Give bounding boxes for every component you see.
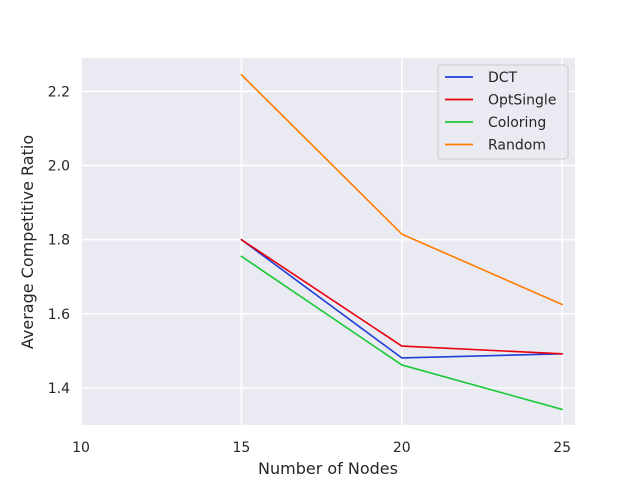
- y-tick-label: 1.6: [48, 307, 70, 323]
- x-axis-label: Number of Nodes: [258, 459, 398, 478]
- legend: DCT OptSingle Coloring Random: [437, 64, 569, 160]
- y-tick-label: 2.0: [48, 159, 70, 175]
- y-axis-label: Average Competitive Ratio: [18, 135, 37, 349]
- series-line-dct: [240, 238, 563, 359]
- series-line-random: [240, 73, 563, 306]
- legend-box: [437, 64, 569, 160]
- legend-label-optsingle: OptSingle: [488, 93, 556, 109]
- x-tick-label: 15: [232, 440, 250, 456]
- x-tick-label: 20: [393, 440, 411, 456]
- x-tick-label: 25: [553, 440, 571, 456]
- legend-label-random: Random: [488, 138, 546, 154]
- y-tick-label: 1.8: [48, 233, 70, 249]
- series-line-optsingle: [240, 238, 563, 355]
- x-tick-labels: 10 15 20 25: [72, 440, 571, 456]
- y-tick-labels: 1.4 1.6 1.8 2.0 2.2: [48, 84, 70, 397]
- series-lines: [240, 73, 563, 411]
- series-line-coloring: [240, 255, 563, 411]
- legend-label-coloring: Coloring: [488, 115, 546, 131]
- y-tick-label: 2.2: [48, 84, 70, 100]
- legend-label-dct: DCT: [488, 70, 518, 86]
- y-tick-label: 1.4: [48, 381, 70, 397]
- x-tick-label: 10: [72, 440, 90, 456]
